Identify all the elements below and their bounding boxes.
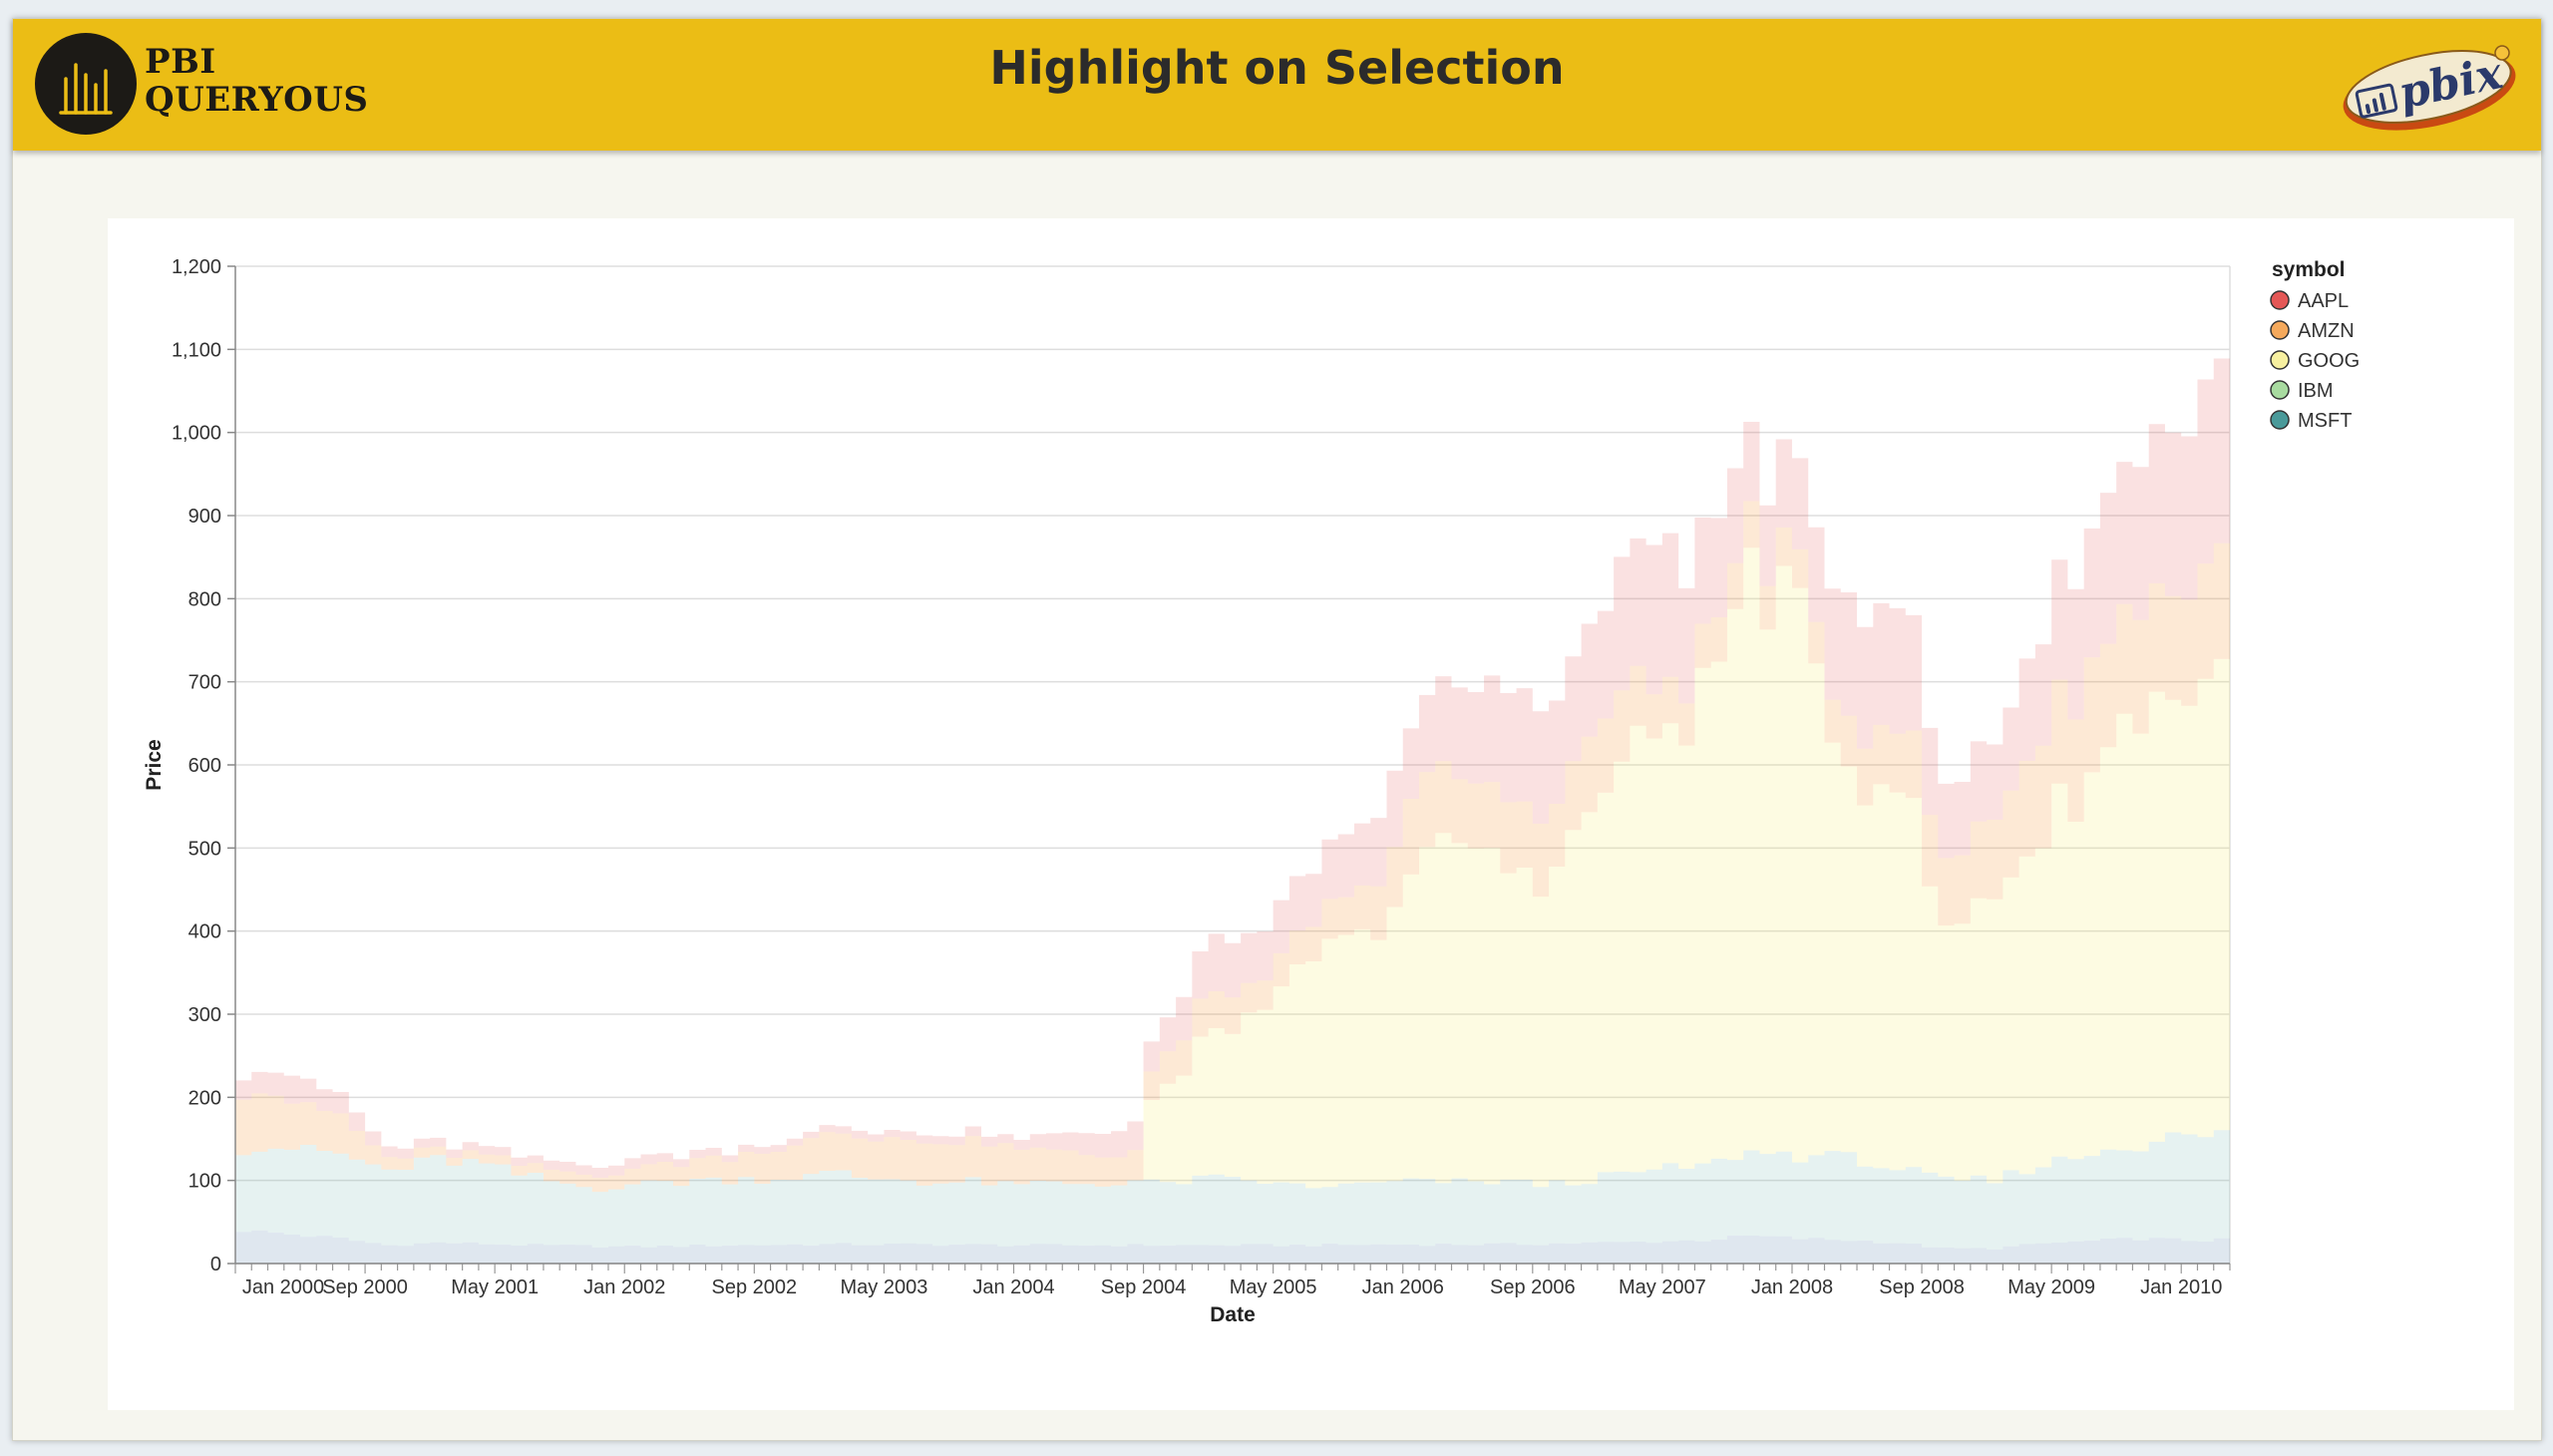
x-tick-label: May 2007: [1619, 1276, 1706, 1298]
legend-label: AAPL: [2298, 290, 2349, 312]
legend-swatch: [2270, 350, 2290, 370]
y-tick-label: 1,000: [172, 423, 221, 445]
logo-line-1: PBI: [145, 42, 216, 82]
x-tick-label: May 2005: [1230, 1276, 1317, 1298]
legend-item-aapl[interactable]: AAPL: [2270, 290, 2349, 312]
x-tick-label: Jan 2000: [242, 1276, 324, 1298]
bar-chart-logo-icon: [35, 33, 137, 135]
legend-swatch: [2270, 380, 2290, 400]
y-tick-label: 700: [188, 672, 221, 694]
x-tick-label: Jan 2006: [1362, 1276, 1444, 1298]
y-tick-label: 0: [210, 1254, 221, 1275]
x-tick-label: Sep 2004: [1101, 1276, 1187, 1298]
y-tick-label: 900: [188, 506, 221, 528]
y-axis: 0 100 200 300 400 500 600 700 800 900 1,000 1,100 1,…: [172, 256, 236, 1275]
x-tick-label: Sep 2000: [322, 1276, 408, 1298]
x-tick-label: May 2003: [840, 1276, 927, 1298]
legend-swatch: [2270, 320, 2290, 340]
legend-swatch: [2270, 290, 2290, 310]
x-tick-label: Jan 2010: [2140, 1276, 2222, 1298]
x-tick-label: May 2009: [2007, 1276, 2095, 1298]
x-tick-label: Sep 2006: [1490, 1276, 1576, 1298]
x-tick-label: May 2001: [451, 1276, 539, 1298]
area-msft[interactable]: [235, 1230, 2230, 1264]
legend-item-ibm[interactable]: IBM: [2270, 380, 2334, 402]
area-goog[interactable]: [235, 547, 2230, 1193]
report-header: PBI QUERYOUS Highlight on Selection pbix: [13, 19, 2541, 151]
x-tick-label: Jan 2004: [972, 1276, 1054, 1298]
report-frame: PBI QUERYOUS Highlight on Selection pbix: [12, 18, 2542, 1441]
y-axis-title: Price: [143, 739, 166, 790]
y-tick-label: 100: [188, 1171, 221, 1193]
y-tick-label: 800: [188, 588, 221, 610]
legend-label: AMZN: [2298, 320, 2355, 342]
legend-swatch: [2270, 410, 2290, 430]
legend-label: GOOG: [2298, 350, 2360, 372]
series-areas[interactable]: [235, 358, 2230, 1264]
legend-label: IBM: [2298, 380, 2334, 402]
x-tick-label: Jan 2002: [583, 1276, 665, 1298]
logo-line-2: QUERYOUS: [145, 80, 369, 120]
chart-card: 0 100 200 300 400 500 600 700 800 900 1,000 1,100 1,…: [108, 218, 2514, 1410]
y-tick-label: 200: [188, 1087, 221, 1109]
legend-item-amzn[interactable]: AMZN: [2270, 320, 2355, 342]
stacked-area-chart[interactable]: 0 100 200 300 400 500 600 700 800 900 1,000 1,100 1,…: [108, 218, 2514, 1410]
y-tick-label: 400: [188, 921, 221, 943]
x-tick-label: Sep 2008: [1879, 1276, 1965, 1298]
y-tick-label: 1,100: [172, 339, 221, 361]
area-ibm[interactable]: [235, 1130, 2230, 1251]
axes: 0 100 200 300 400 500 600 700 800 900 1,000 1,100 1,…: [172, 256, 2231, 1298]
x-tick-label: Jan 2008: [1751, 1276, 1833, 1298]
y-tick-label: 500: [188, 838, 221, 860]
legend-item-msft[interactable]: MSFT: [2270, 410, 2352, 432]
legend-item-goog[interactable]: GOOG: [2270, 350, 2360, 372]
y-tick-label: 300: [188, 1004, 221, 1026]
legend-label: MSFT: [2298, 410, 2352, 432]
page-title: Highlight on Selection: [989, 41, 1565, 95]
pbix-badge-logo: pbix: [2343, 45, 2516, 131]
x-tick-label: Sep 2002: [712, 1276, 798, 1298]
legend-title: symbol: [2272, 258, 2346, 281]
brand-logo-text: PBI QUERYOUS: [145, 43, 369, 119]
legend: symbol AAPL AMZN GOOG IBM MSFT: [2270, 258, 2360, 432]
x-axis-title: Date: [1210, 1303, 1256, 1326]
y-tick-label: 600: [188, 755, 221, 777]
y-tick-label: 1,200: [172, 256, 221, 278]
